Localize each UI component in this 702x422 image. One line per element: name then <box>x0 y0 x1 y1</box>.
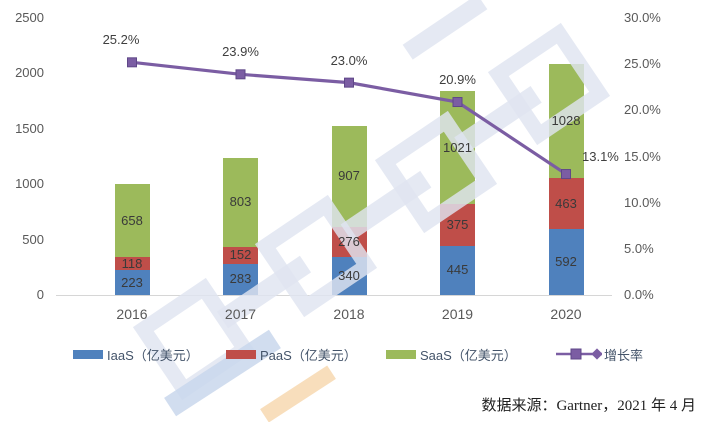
bar-value-label: 283 <box>229 271 252 287</box>
x-axis-label-2017: 2017 <box>224 306 257 322</box>
saas-swatch-icon <box>386 349 416 359</box>
y-axis-left-tick: 0 <box>36 287 44 302</box>
bar-segment-paas-2016 <box>114 257 150 271</box>
y-axis-right: 30.0% 25.0% 20.0% 15.0% 10.0% 5.0% 0.0% <box>624 0 702 422</box>
bar-segment-iaas-2018 <box>331 257 367 295</box>
watermark-glyph <box>374 110 498 234</box>
bar-value-label: 118 <box>121 255 143 271</box>
growth-line-legend-icon <box>556 348 602 360</box>
legend-label-growth: 增长率 <box>604 347 644 363</box>
bar-value-label: 223 <box>121 274 143 290</box>
bar-segment-iaas-2019 <box>440 245 475 295</box>
bar-value-label: 658 <box>121 212 143 228</box>
growth-point-label: 25.2% <box>102 32 140 48</box>
bar-value-label: 340 <box>338 268 360 284</box>
bar-value-label: 803 <box>229 194 252 210</box>
watermark-logo-stripe-blue <box>164 329 281 417</box>
y-axis-right-tick: 5.0% <box>624 240 654 256</box>
bar-segment-iaas-2020 <box>548 229 584 295</box>
bar-segment-paas-2020 <box>548 178 584 230</box>
y-axis-right-tick: 10.0% <box>624 194 661 210</box>
bar-value-label: 592 <box>555 254 577 270</box>
y-axis-left-tick: 1000 <box>15 176 44 192</box>
growth-point-label: 23.9% <box>222 44 259 60</box>
y-axis-right-tick: 25.0% <box>624 56 661 72</box>
bar-value-label: 445 <box>446 262 469 278</box>
x-axis-label-2018: 2018 <box>333 306 365 322</box>
y-axis-left: 2500 2000 1500 1000 500 0 <box>0 0 46 422</box>
watermark-logo-stripe-orange <box>260 365 336 422</box>
watermark-glyph <box>402 0 488 60</box>
x-axis-label-2020: 2020 <box>550 306 582 322</box>
source-note: 数据来源：Gartner，2021 年 4 月 <box>481 398 696 414</box>
bar-value-label: 375 <box>446 216 469 232</box>
x-axis-label-2016: 2016 <box>116 306 148 322</box>
watermark-glyph <box>132 277 256 401</box>
legend-item-paas: PaaS（亿美元） <box>226 344 357 364</box>
growth-line-marker <box>235 69 246 80</box>
legend-item-saas: SaaS（亿美元） <box>386 344 517 364</box>
bar-value-label: 152 <box>229 247 252 263</box>
y-axis-left-tick: 2500 <box>15 10 44 25</box>
x-axis-label-2019: 2019 <box>441 306 474 322</box>
legend-label-saas: SaaS（亿美元） <box>420 347 517 363</box>
iaas-swatch-icon <box>73 349 103 359</box>
bar-segment-iaas-2016 <box>114 270 150 295</box>
growth-point-label: 23.0% <box>330 52 368 68</box>
y-axis-left-tick: 2000 <box>15 65 44 81</box>
growth-line-marker <box>127 57 137 68</box>
legend-item-growth: 增长率 <box>556 344 643 364</box>
y-axis-left-tick: 1500 <box>15 120 44 136</box>
y-axis-right-tick: 30.0% <box>624 10 661 25</box>
bar-segment-saas-2016 <box>114 184 150 258</box>
y-axis-right-tick: 20.0% <box>624 102 661 118</box>
legend: IaaS（亿美元） PaaS（亿美元） SaaS（亿美元） 增长率 <box>0 344 702 364</box>
growth-line-marker <box>344 77 354 88</box>
growth-point-label: 13.1% <box>582 149 619 165</box>
bar-value-label: 276 <box>338 234 360 250</box>
y-axis-right-tick: 0.0% <box>624 287 654 302</box>
bar-value-label: 1021 <box>443 139 472 155</box>
legend-item-iaas: IaaS（亿美元） <box>73 344 199 364</box>
x-axis-line <box>56 295 612 296</box>
bar-value-label: 907 <box>338 168 360 184</box>
growth-point-label: 20.9% <box>439 72 476 88</box>
bar-segment-paas-2019 <box>440 204 475 246</box>
legend-label-iaas: IaaS（亿美元） <box>107 347 199 363</box>
legend-label-paas: PaaS（亿美元） <box>260 347 357 363</box>
bar-value-label: 1028 <box>551 113 581 129</box>
bar-value-label: 463 <box>555 195 577 211</box>
paas-swatch-icon <box>226 349 256 359</box>
y-axis-right-tick: 15.0% <box>624 148 661 164</box>
y-axis-left-tick: 500 <box>22 231 44 247</box>
